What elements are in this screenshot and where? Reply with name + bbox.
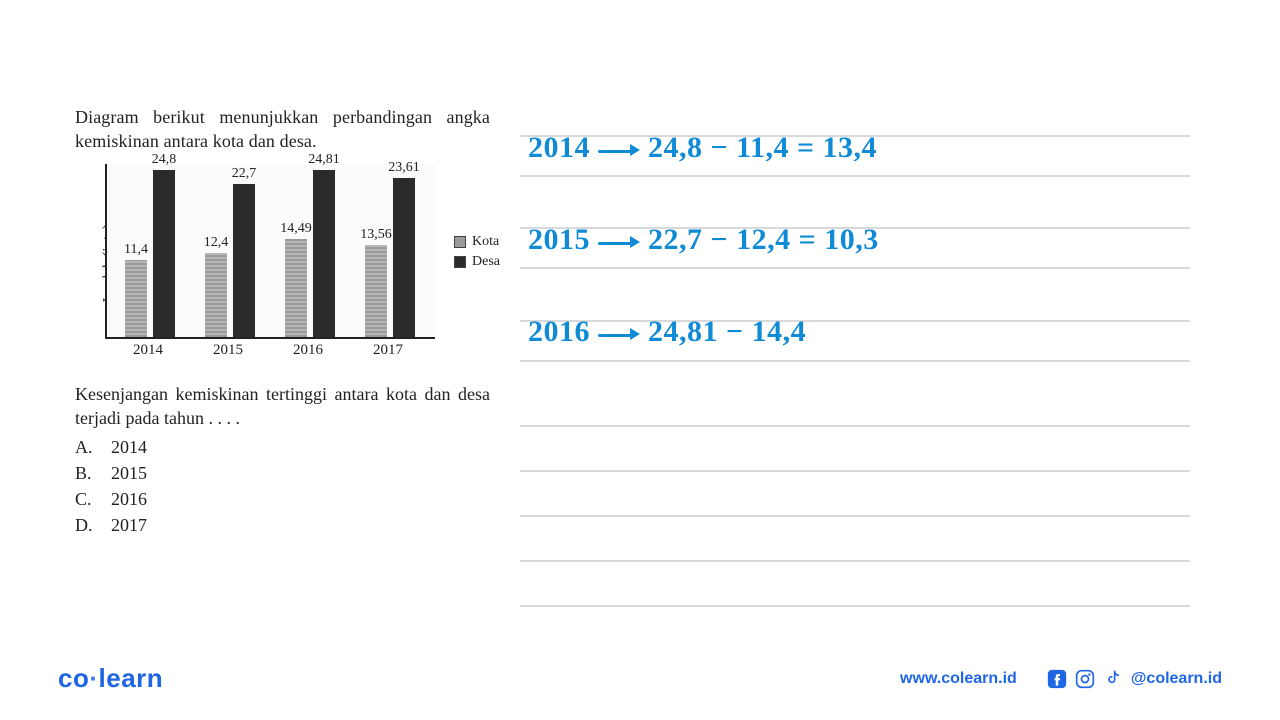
choice-label: D. [75,512,97,538]
hand-result: 10,3 [824,223,879,256]
bar-label-desa: 22,7 [219,166,269,182]
x-category-label: 2017 [348,342,428,359]
handwritten-row: 2016 24,81 − 14,4 [528,315,806,349]
bar-kota [285,239,307,337]
answer-choices: A. 2014 B. 2015 C. 2016 D. 2017 [75,434,490,538]
choice-text: 2014 [111,434,147,460]
logo-left: co [58,663,89,693]
ruled-line [520,360,1190,362]
x-category-label: 2015 [188,342,268,359]
choice-text: 2017 [111,512,147,538]
x-category-label: 2016 [268,342,348,359]
ruled-line [520,560,1190,562]
handwritten-row: 2014 24,8 − 11,4 = 13,4 [528,131,877,165]
website-url: www.colearn.id [900,670,1017,688]
legend-item-desa: Desa [454,254,500,270]
brand-logo: co·learn [58,663,163,694]
bar-label-desa: 24,81 [299,152,349,168]
ruled-line [520,267,1190,269]
handwritten-row: 2015 22,7 − 12,4 = 10,3 [528,223,879,257]
choice-row: B. 2015 [75,460,490,486]
instagram-icon [1075,669,1095,689]
ruled-line [520,425,1190,427]
legend-label-kota: Kota [472,234,499,250]
facebook-icon [1047,669,1067,689]
hand-expression: 24,81 − 14,4 [640,315,806,348]
hand-result: 13,4 [823,131,878,164]
ruled-line [520,470,1190,472]
problem-lead: Diagram berikut menunjukkan perbandingan… [75,105,490,154]
chart-legend: Kota Desa [454,234,500,274]
hand-year: 2014 [528,131,590,164]
plot-area: 11,424,812,422,714,4924,8113,5623,61 [105,164,435,339]
bar-kota [205,253,227,336]
bar-kota [365,245,387,336]
page-root: Diagram berikut menunjukkan perbandingan… [0,0,1280,720]
bar-desa [233,184,255,337]
bar-desa [393,178,415,337]
bar-desa [313,170,335,337]
logo-dot-icon: · [89,663,98,693]
ruled-line [520,175,1190,177]
tiktok-icon [1103,669,1123,689]
bar-desa [153,170,175,337]
hand-expression: 22,7 − 12,4 = [640,223,824,256]
logo-right: learn [99,663,164,693]
bar-label-desa: 24,8 [139,152,189,168]
bar-label-desa: 23,61 [379,160,429,176]
choice-label: A. [75,434,97,460]
question-tail: Kesenjangan kemiskinan tertinggi antara … [75,382,490,431]
choice-label: B. [75,460,97,486]
x-category-label: 2014 [108,342,188,359]
social-group: @colearn.id [1047,669,1222,689]
handwriting-area: 2014 24,8 − 11,4 = 13,4 2015 22,7 − 12,4 … [520,115,1220,585]
choice-row: D. 2017 [75,512,490,538]
bar-kota [125,260,147,337]
hand-year: 2016 [528,315,590,348]
choice-text: 2015 [111,460,147,486]
footer-right: www.colearn.id @colearn.id [900,669,1222,689]
legend-swatch-desa [454,256,466,268]
bar-chart: Jumlah (juta) 11,424,812,422,714,4924,81… [75,164,470,364]
legend-swatch-kota [454,236,466,248]
legend-item-kota: Kota [454,234,500,250]
choice-row: C. 2016 [75,486,490,512]
hand-expression: 24,8 − 11,4 = [640,131,823,164]
hand-year: 2015 [528,223,590,256]
choice-row: A. 2014 [75,434,490,460]
legend-label-desa: Desa [472,254,500,270]
ruled-line [520,515,1190,517]
problem-column: Diagram berikut menunjukkan perbandingan… [75,105,490,539]
footer: co·learn www.colearn.id @colearn.id [0,663,1280,694]
social-handle: @colearn.id [1131,670,1222,688]
choice-label: C. [75,486,97,512]
ruled-line [520,605,1190,607]
choice-text: 2016 [111,486,147,512]
